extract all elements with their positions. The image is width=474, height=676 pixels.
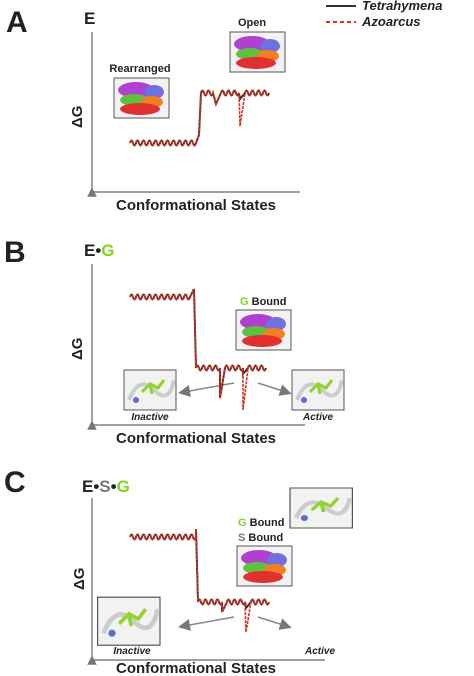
bound-word: Bound [252,296,287,308]
state-part: G [101,241,114,260]
energy-curve [129,528,270,633]
y-axis-label: ΔG [69,106,86,128]
legend-label: Azoarcus [361,14,421,29]
state-part: E [84,9,95,28]
arrow [257,616,292,630]
panel-letter: B [4,236,26,269]
state-part: S [99,477,110,496]
arrow [257,382,292,396]
axes [92,498,325,660]
bound-label: G Bound [240,296,286,308]
structure-label: Rearranged [109,63,170,75]
state-part: E [84,241,95,260]
structure-image [229,31,286,73]
energy-curve [129,288,267,411]
ligand: S [238,532,245,544]
bound-label: G Bound [238,517,284,529]
axes [92,264,305,425]
state-part: • [93,477,99,496]
panel-b: B E•G ΔG Conformational States G Bound I… [4,236,346,447]
panel-c: C E•S•G ΔG Conformational States G Bound… [4,466,352,676]
state-part: • [111,477,117,496]
state-part: E [82,477,93,496]
bound-word: Bound [250,517,285,529]
energy-curve [129,89,270,147]
state-label: E•G [84,241,115,260]
site-image [98,597,160,645]
site-label: Inactive [131,412,169,423]
state-part: G [117,477,130,496]
site-image [290,488,352,528]
site-label: Active [304,646,335,657]
arrow [178,616,235,631]
ligand: G [238,517,247,529]
panel-letter: C [4,466,26,499]
site-image [122,368,178,412]
structure-image [236,545,293,587]
bound-word: Bound [248,532,283,544]
state-label: E•S•G [82,477,130,496]
arrow [178,382,235,397]
axes [92,32,300,192]
x-axis-label: Conformational States [116,660,276,676]
panel-a: A E ΔG Conformational States Rearranged … [6,6,300,214]
y-axis-label: ΔG [69,338,86,360]
y-axis-label: ΔG [71,568,88,590]
structure-label: Open [238,17,266,29]
structure-image [235,309,292,351]
site-label: Active [302,412,333,423]
legend-label: Tetrahymena [362,0,442,13]
state-label: E [84,9,95,28]
ligand: G [240,296,249,308]
state-part: • [95,241,101,260]
structure-image [113,77,170,119]
site-label: Inactive [113,646,151,657]
x-axis-label: Conformational States [116,430,276,447]
bound-label: S Bound [238,532,283,544]
site-image [290,368,346,412]
x-axis-label: Conformational States [116,197,276,214]
panel-letter: A [6,6,28,39]
